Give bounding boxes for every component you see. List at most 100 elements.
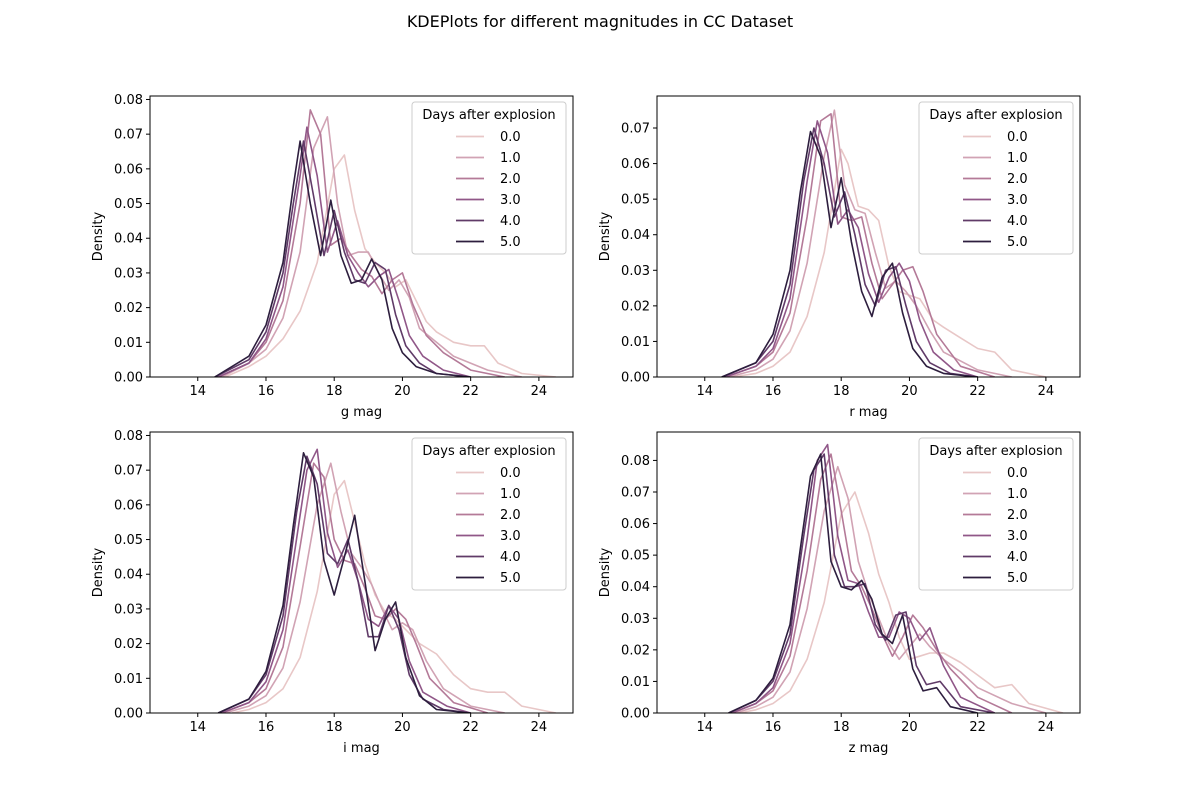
y-tick-label: 0.03: [621, 612, 650, 627]
y-tick-label: 0.07: [114, 128, 143, 143]
legend-entry: 0.0: [500, 466, 521, 481]
series-group: [214, 109, 556, 377]
legend-entry: 0.0: [1007, 130, 1028, 145]
legend-entry: 3.0: [1007, 529, 1028, 544]
kde-panel-2: 14 16 18 20 22 24 0.00 0.01 0.02 0.03 0.04 0.05 0.06…: [598, 95, 1081, 420]
y-tick-label: 0.04: [114, 232, 143, 247]
series-line-4-0: [214, 140, 471, 377]
x-tick-label: 18: [326, 720, 343, 735]
y-tick-label: 0.06: [114, 162, 143, 177]
x-tick-label: 18: [326, 384, 343, 399]
x-tick-label: 14: [696, 384, 713, 399]
legend-entry: 3.0: [1007, 193, 1028, 208]
axes-frame: [149, 431, 574, 714]
series-line-1-0: [728, 109, 1012, 377]
series-group: [728, 443, 1064, 713]
y-tick-label: 0.00: [114, 371, 143, 386]
legend-entry: 5.0: [500, 571, 521, 586]
legend-entry: 2.0: [1007, 172, 1028, 187]
series-line-4-0: [721, 127, 978, 377]
legend-entry: 2.0: [500, 508, 521, 523]
series-line-3-0: [217, 126, 471, 377]
series-line-1-0: [221, 116, 522, 377]
legend: Days after explosion 0.0 1.0 2.0 3.0 4.0 5.0: [918, 437, 1074, 591]
y-tick-label: 0.01: [114, 336, 143, 351]
x-tick-label: 20: [394, 384, 411, 399]
y-tick-label: 0.04: [621, 228, 650, 243]
legend: Days after explosion 0.0 1.0 2.0 3.0 4.0 5.0: [918, 101, 1074, 255]
series-line-3-0: [724, 120, 978, 377]
series-line-5-0: [214, 140, 471, 377]
legend-entry: 4.0: [1007, 550, 1028, 565]
axes-frame: [656, 431, 1081, 714]
y-tick-label: 0.06: [621, 157, 650, 172]
series-line-3-0: [731, 443, 996, 713]
x-tick-label: 22: [462, 720, 479, 735]
y-axis-label: Density: [598, 211, 613, 261]
series-group: [721, 109, 1047, 377]
legend-entry: 5.0: [1007, 571, 1028, 586]
series-line-2-0: [221, 462, 488, 713]
legend-entry: 1.0: [1007, 151, 1028, 166]
x-tick-label: 22: [462, 384, 479, 399]
x-tick-label: 24: [531, 384, 548, 399]
series-line-1-0: [735, 465, 1047, 713]
legend-title: Days after explosion: [929, 444, 1062, 459]
y-tick-label: 0.07: [621, 122, 650, 137]
y-tick-label: 0.07: [621, 485, 650, 500]
x-tick-label: 14: [189, 720, 206, 735]
series-line-3-0: [221, 448, 471, 713]
y-tick-label: 0.01: [621, 675, 650, 690]
legend-entry: 0.0: [500, 130, 521, 145]
series-line-0-0: [731, 148, 1047, 377]
y-axis-label: Density: [91, 211, 106, 261]
y-tick-label: 0.04: [114, 568, 143, 583]
x-tick-label: 16: [765, 384, 782, 399]
legend-box: [918, 101, 1074, 255]
x-tick-label: 14: [189, 384, 206, 399]
y-tick-label: 0.02: [114, 301, 143, 316]
y-axis-label: Density: [91, 547, 106, 597]
legend-entry: 1.0: [1007, 487, 1028, 502]
series-line-2-0: [731, 453, 1013, 713]
kde-panel-3: 14 16 18 20 22 24 0.00 0.01 0.02 0.03 0.04 0.05 0.06…: [91, 429, 574, 756]
legend-entry: 2.0: [1007, 508, 1028, 523]
x-axis-label: i mag: [343, 741, 380, 756]
x-tick-label: 16: [258, 720, 275, 735]
y-tick-label: 0.07: [114, 464, 143, 479]
legend-entry: 3.0: [500, 529, 521, 544]
x-tick-label: 24: [1038, 720, 1055, 735]
x-tick-label: 14: [696, 720, 713, 735]
y-axis-label: Density: [598, 547, 613, 597]
legend: Days after explosion 0.0 1.0 2.0 3.0 4.0 5.0: [411, 101, 567, 255]
y-tick-label: 0.00: [621, 371, 650, 386]
panels: 14 16 18 20 22 24 0.00 0.01 0.02 0.03 0.04 0.05 0.06…: [91, 93, 1081, 756]
x-axis-label: r mag: [849, 405, 887, 420]
y-tick-label: 0.00: [621, 707, 650, 722]
x-axis-label: g mag: [341, 405, 382, 420]
y-tick-label: 0.02: [621, 643, 650, 658]
series-line-2-0: [724, 113, 995, 377]
legend-entry: 4.0: [500, 214, 521, 229]
legend-entry: 4.0: [1007, 214, 1028, 229]
kde-panel-1: 14 16 18 20 22 24 0.00 0.01 0.02 0.03 0.04 0.05 0.06…: [91, 93, 574, 420]
series-line-1-0: [224, 462, 505, 713]
legend-entry: 3.0: [500, 193, 521, 208]
y-tick-label: 0.01: [114, 672, 143, 687]
axes-frame: [656, 95, 1081, 378]
y-tick-label: 0.04: [621, 580, 650, 595]
x-tick-label: 16: [258, 384, 275, 399]
figure-title: KDEPlots for different magnitudes in CC …: [407, 12, 793, 31]
y-tick-label: 0.03: [114, 266, 143, 281]
y-tick-label: 0.08: [114, 93, 143, 108]
x-tick-label: 24: [1038, 384, 1055, 399]
legend-entry: 5.0: [1007, 235, 1028, 250]
y-tick-label: 0.06: [621, 517, 650, 532]
legend-box: [411, 101, 567, 255]
series-line-5-0: [728, 453, 978, 713]
legend: Days after explosion 0.0 1.0 2.0 3.0 4.0 5.0: [411, 437, 567, 591]
legend-entry: 2.0: [500, 172, 521, 187]
y-tick-label: 0.01: [621, 335, 650, 350]
x-tick-label: 18: [833, 720, 850, 735]
